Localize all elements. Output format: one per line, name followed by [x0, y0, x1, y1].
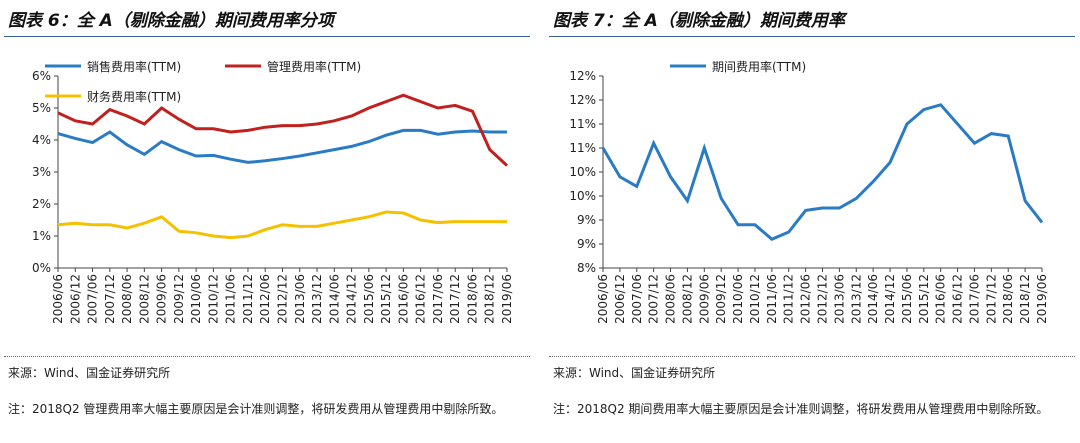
x-tick-label: 2009/06 [155, 274, 169, 324]
x-tick-label: 2007/12 [647, 274, 661, 324]
y-tick-label: 5% [32, 101, 51, 115]
x-tick-label: 2009/06 [697, 274, 711, 324]
x-tick-label: 2014/12 [345, 274, 359, 324]
x-tick-label: 2010/12 [748, 274, 762, 324]
x-tick-label: 2016/06 [934, 274, 948, 324]
x-tick-label: 2019/06 [1035, 274, 1049, 324]
note: 注：2018Q2 管理费用率大幅主要原因是会计准则调整，将研发费用从管理费用中剔… [8, 402, 504, 416]
x-tick-label: 2014/12 [883, 274, 897, 324]
legend-label: 财务费用率(TTM) [87, 89, 181, 104]
x-tick-label: 2013/06 [293, 274, 307, 324]
x-tick-label: 2019/06 [500, 274, 514, 324]
x-tick-label: 2011/12 [241, 274, 255, 324]
y-tick-label: 6% [32, 69, 51, 83]
x-tick-label: 2008/12 [680, 274, 694, 324]
x-tick-label: 2018/06 [465, 274, 479, 324]
y-tick-label: 1% [32, 229, 51, 243]
x-tick-label: 2016/12 [951, 274, 965, 324]
chart: 0% 1% 2% 3% 4% 5% 6% 2006/06 2006/12 2007/06 2007/… [32, 59, 514, 324]
y-tick-label: 3% [32, 165, 51, 179]
x-tick-label: 2014/06 [327, 274, 341, 324]
x-tick-label: 2012/12 [276, 274, 290, 324]
x-tick-label: 2006/06 [596, 274, 610, 324]
x-tick-label: 2012/06 [799, 274, 813, 324]
x-tick-label: 2016/06 [396, 274, 410, 324]
chart-panel: 图表 6：全 A（剔除金融）期间费用率分项 0% 1% 2% 3% 4% 5% 6% 2006/… [0, 0, 530, 443]
x-tick-label: 2017/12 [984, 274, 998, 324]
x-tick-label: 2010/06 [731, 274, 745, 324]
x-tick-label: 2009/12 [714, 274, 728, 324]
title-rule [4, 36, 530, 37]
series-line [57, 93, 509, 167]
y-tick-label: 9% [577, 213, 596, 227]
x-tick-label: 2012/12 [816, 274, 830, 324]
y-tick-label: 9% [577, 237, 596, 251]
x-tick-label: 2013/06 [832, 274, 846, 324]
y-tick-label: 2% [32, 197, 51, 211]
x-tick-label: 2008/06 [664, 274, 678, 324]
x-tick-label: 2011/06 [224, 274, 238, 324]
x-tick-label: 2015/12 [917, 274, 931, 324]
y-tick-label: 8% [577, 261, 596, 275]
separator [4, 356, 530, 357]
source: 来源：Wind、国金证券研究所 [8, 366, 171, 380]
x-tick-label: 2008/06 [120, 274, 134, 324]
x-tick-label: 2007/06 [86, 274, 100, 324]
separator [549, 356, 1075, 357]
y-tick-label: 12% [569, 93, 596, 107]
x-tick-label: 2017/12 [448, 274, 462, 324]
x-tick-label: 2006/12 [613, 274, 627, 324]
x-tick-label: 2015/06 [362, 274, 376, 324]
source: 来源：Wind、国金证券研究所 [553, 366, 716, 380]
x-tick-label: 2011/12 [782, 274, 796, 324]
legend-label: 期间费用率(TTM) [712, 59, 806, 74]
x-tick-label: 2018/06 [1001, 274, 1015, 324]
x-tick-label: 2010/06 [189, 274, 203, 324]
x-tick-label: 2017/06 [431, 274, 445, 324]
chart-panel: 图表 7：全 A（剔除金融）期间费用率 8% 9% 9% 10% 10% 11% 11% 12%… [545, 0, 1075, 443]
y-tick-label: 12% [569, 69, 596, 83]
x-tick-label: 2015/06 [900, 274, 914, 324]
y-tick-label: 10% [569, 165, 596, 179]
series-line [57, 210, 507, 240]
y-tick-label: 4% [32, 133, 51, 147]
x-tick-label: 2018/12 [1018, 274, 1032, 324]
note: 注：2018Q2 期间费用率大幅主要原因是会计准则调整，将研发费用从管理费用中剔… [553, 402, 1049, 416]
x-tick-label: 2018/12 [483, 274, 497, 324]
x-tick-label: 2008/12 [137, 274, 151, 324]
x-tick-label: 2007/12 [103, 274, 117, 324]
x-tick-label: 2011/06 [765, 274, 779, 324]
x-tick-label: 2013/12 [310, 274, 324, 324]
x-tick-label: 2009/12 [172, 274, 186, 324]
x-tick-label: 2012/06 [258, 274, 272, 324]
series-line [57, 128, 507, 164]
series-line [601, 103, 1044, 241]
x-tick-label: 2010/12 [206, 274, 220, 324]
chart: 8%9%9%10%10%11%11%12%12%2006/06 2006/12 20… [569, 59, 1049, 324]
chart-title: 图表 7：全 A（剔除金融）期间费用率 [553, 11, 845, 31]
y-tick-label: 0% [32, 261, 51, 275]
x-tick-label: 2006/12 [68, 274, 82, 324]
x-tick-label: 2006/06 [51, 274, 65, 324]
x-tick-label: 2015/12 [379, 274, 393, 324]
x-tick-label: 2017/06 [967, 274, 981, 324]
chart-title: 图表 6：全 A（剔除金融）期间费用率分项 [8, 11, 334, 31]
x-tick-label: 2016/12 [414, 274, 428, 324]
y-tick-label: 11% [569, 117, 596, 131]
x-tick-label: 2013/12 [849, 274, 863, 324]
x-tick-label: 2014/06 [866, 274, 880, 324]
x-tick-label: 2007/06 [630, 274, 644, 324]
y-tick-label: 11% [569, 141, 596, 155]
legend-label: 管理费用率(TTM) [267, 59, 361, 74]
y-tick-label: 10% [569, 189, 596, 203]
title-rule [549, 36, 1075, 37]
legend-label: 销售费用率(TTM) [87, 59, 181, 74]
